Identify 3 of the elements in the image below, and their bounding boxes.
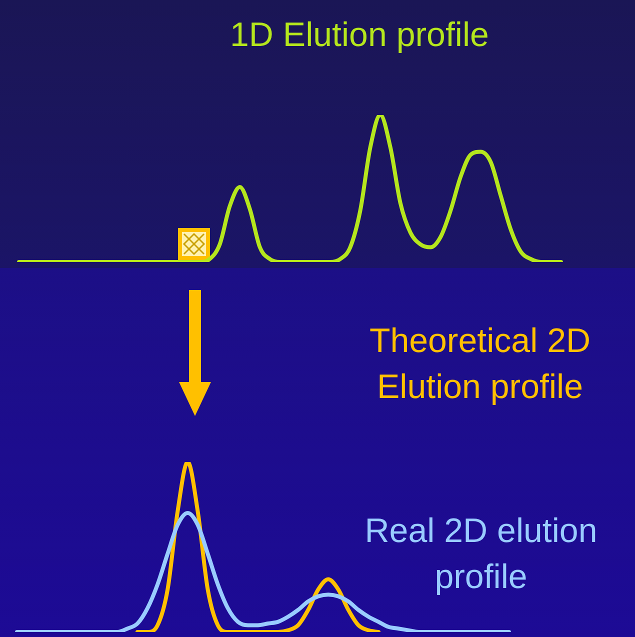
text: Theoretical 2D Elution profile: [368, 321, 592, 408]
chart-title: 1D Elution profile: [230, 15, 489, 56]
series-label: Real 2D elution profile: [364, 511, 598, 598]
